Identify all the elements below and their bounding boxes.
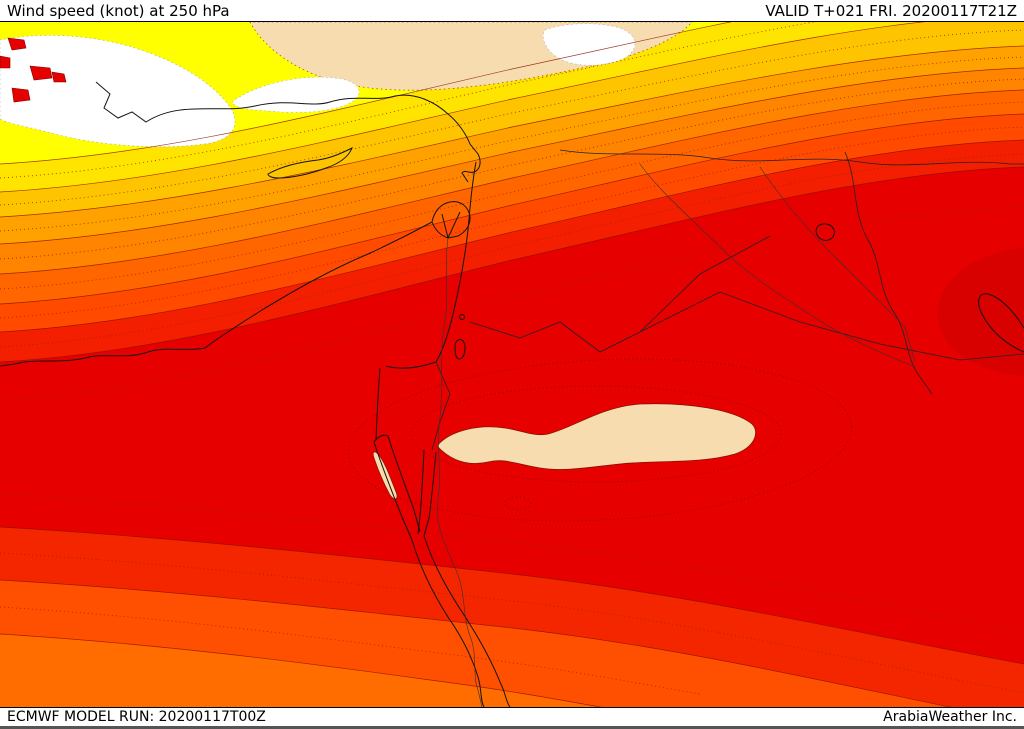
rivers — [436, 163, 916, 707]
map-footer: ECMWF MODEL RUN: 20200117T00Z ArabiaWeat… — [0, 707, 1024, 729]
country-borders — [431, 149, 1024, 451]
brand-label: ArabiaWeather Inc. — [883, 708, 1017, 725]
island-icon — [11, 87, 31, 103]
wind-speed-map — [0, 22, 1024, 707]
contour-lines-dotted — [0, 22, 1024, 695]
persian-gulf — [978, 293, 1024, 353]
valid-time-label: VALID T+021 FRI. 20200117T21Z — [765, 1, 1017, 20]
white-minimum-tongue — [231, 76, 360, 113]
island-icon — [51, 71, 67, 83]
dead-sea — [454, 339, 466, 360]
egypt-libya-coastline — [0, 221, 433, 367]
white-minimum-main — [0, 35, 236, 148]
dotted-contours — [0, 22, 1024, 695]
turkey-coastline — [95, 81, 481, 183]
nile-delta — [431, 201, 471, 239]
contour-bands — [0, 22, 1024, 707]
core-outer-dotted-contour — [347, 358, 853, 522]
jet-core — [372, 403, 756, 500]
contour-band-boundaries — [0, 22, 1024, 707]
island-icon — [0, 55, 11, 69]
jet-streak-core — [436, 403, 756, 470]
small-dotted-closed-contour — [504, 496, 532, 510]
coastlines — [0, 81, 1024, 707]
band-yellow — [0, 22, 1024, 164]
jordan-saudi-iraq-borders — [469, 235, 1024, 361]
gulf-of-aqaba — [417, 449, 437, 537]
egypt-israel-border — [431, 361, 451, 451]
band-bottom-orange — [0, 634, 601, 707]
levant-coastline — [435, 161, 477, 363]
sea-of-galilee — [459, 314, 465, 320]
island-icon — [7, 37, 27, 51]
euphrates-river — [639, 163, 916, 368]
gulf-of-suez — [373, 434, 421, 541]
map-area — [0, 22, 1024, 707]
map-header: Wind speed (knot) at 250 hPa VALID T+021… — [0, 0, 1024, 22]
model-run-label: ECMWF MODEL RUN: 20200117T00Z — [7, 708, 266, 725]
turkey-syria-border — [559, 149, 1024, 166]
aegean-islands — [0, 37, 67, 103]
core-inner-dotted-contour — [410, 385, 782, 483]
sinai-north-coast — [375, 361, 437, 441]
cyprus-island — [267, 146, 353, 179]
nile-river — [436, 237, 483, 707]
map-title: Wind speed (knot) at 250 hPa — [7, 1, 230, 20]
white-minimum-patch — [542, 23, 636, 66]
turkey-lake — [815, 223, 835, 241]
island-icon — [29, 65, 53, 81]
red-sea — [411, 535, 511, 707]
tigris-river — [759, 166, 916, 363]
suez-tan-sliver — [372, 451, 398, 500]
iraq-iran-border — [844, 151, 933, 395]
